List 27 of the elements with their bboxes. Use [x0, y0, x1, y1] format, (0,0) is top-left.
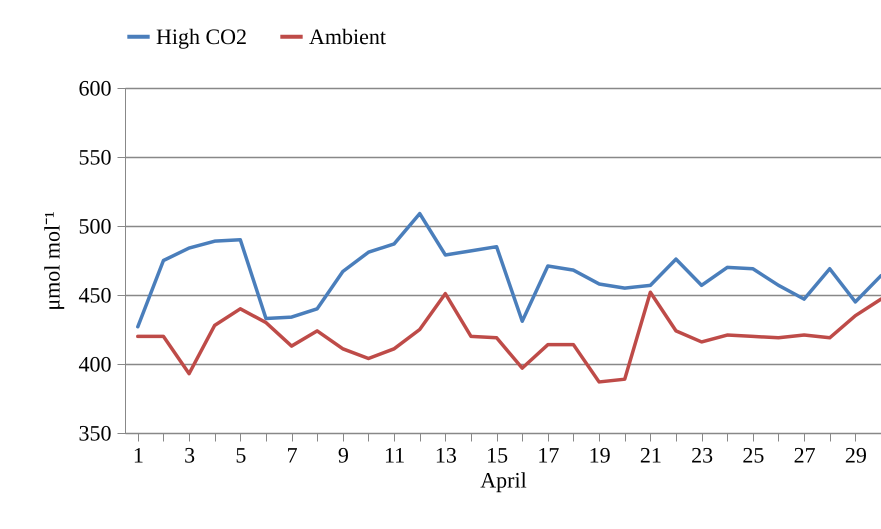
x-tick-label: 17 [537, 442, 560, 468]
x-tick-label: 3 [184, 442, 196, 468]
y-tick-label: 350 [78, 420, 112, 446]
x-tick-label: 23 [691, 442, 714, 468]
x-tick-label: 13 [434, 442, 457, 468]
x-axis-title: April [480, 468, 527, 492]
y-tick-label: 550 [78, 144, 112, 170]
x-tick-label: 25 [742, 442, 764, 468]
legend-label: High CO2 [156, 24, 248, 49]
y-tick-label: 500 [78, 214, 112, 238]
y-tick-label: 600 [78, 76, 112, 100]
legend-label: Ambient [309, 24, 386, 49]
x-tick-label: 11 [384, 442, 406, 468]
x-tick-label: 7 [286, 442, 298, 468]
x-tick-label: 19 [588, 442, 611, 468]
y-tick-label: 400 [78, 352, 112, 376]
x-tick-label: 29 [844, 442, 867, 468]
x-tick-label: 1 [132, 442, 144, 468]
x-tick-label: 15 [486, 442, 508, 468]
x-tick-label: 5 [235, 442, 246, 468]
x-tick-label: 21 [640, 442, 662, 468]
x-tick-label: 9 [338, 442, 349, 468]
line-series [136, 212, 881, 328]
line-series [136, 290, 881, 384]
x-tick-label: 27 [794, 442, 816, 468]
y-tick-label: 450 [78, 282, 112, 308]
y-axis-title: μmol mol⁻¹ [40, 211, 64, 311]
